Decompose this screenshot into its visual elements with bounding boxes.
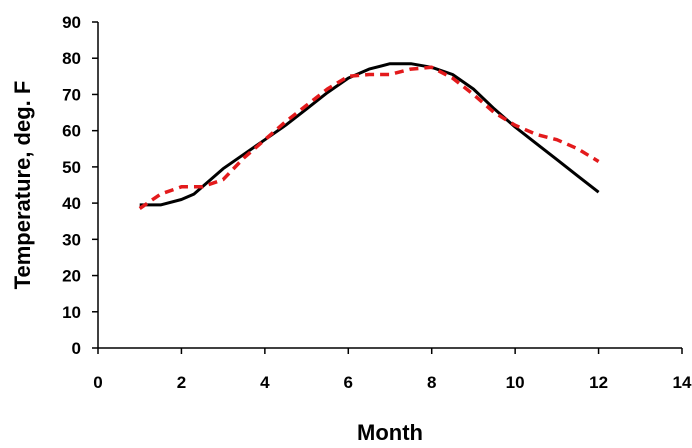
y-tick-label: 60 [62,122,81,141]
x-tick-label: 0 [93,373,102,392]
x-tick-label: 2 [177,373,186,392]
x-axis-title: Month [357,420,423,445]
x-tick-label: 6 [344,373,353,392]
x-tick-label: 10 [506,373,525,392]
y-axis-title: Temperature, deg. F [10,81,35,290]
x-tick-label: 8 [427,373,436,392]
y-tick-label: 80 [62,49,81,68]
series-line-dashed [138,65,600,210]
series-line-solid [139,62,600,207]
y-tick-label: 70 [62,85,81,104]
y-tick-label: 90 [62,13,81,32]
y-tick-label: 20 [62,267,81,286]
x-tick-label: 12 [589,373,608,392]
plot-lines [138,62,600,210]
x-axis-ticks: 0 2 4 6 8 10 12 14 [93,348,692,392]
y-tick-label: 50 [62,158,81,177]
y-tick-label: 10 [62,303,81,322]
y-tick-label: 30 [62,230,81,249]
axes [97,22,682,349]
x-tick-label: 4 [260,373,270,392]
y-tick-label: 40 [62,194,81,213]
y-tick-label: 0 [72,339,81,358]
y-axis-ticks: 0 10 20 30 40 50 60 70 80 90 [62,13,98,358]
x-tick-label: 14 [673,373,692,392]
